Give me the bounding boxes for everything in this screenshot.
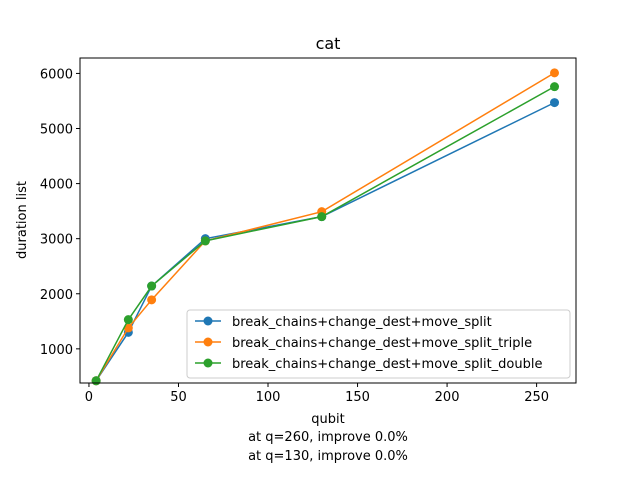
y-tick-label: 3000 [40, 233, 73, 248]
legend-marker [203, 358, 213, 368]
legend: break_chains+change_dest+move_splitbreak… [186, 309, 571, 379]
legend-item: break_chains+change_dest+move_split_trip… [195, 336, 532, 351]
legend-box [186, 309, 571, 379]
series-line [95, 72, 555, 382]
legend-item: break_chains+change_dest+move_split_doub… [195, 357, 543, 372]
data-point [317, 212, 327, 222]
data-point [550, 68, 560, 78]
y-tick-label: 1000 [40, 343, 73, 358]
series-line [95, 85, 555, 382]
data-point [550, 98, 560, 108]
data-point [147, 281, 157, 291]
legend-marker [203, 337, 213, 347]
x-tick-label: 250 [524, 390, 549, 405]
y-axis-ticks: 1000 2000 3000 4000 5000 6000 [40, 67, 80, 358]
x-axis-ticks: 0 50 100 150 200 250 [85, 383, 549, 405]
x-tick-label: 100 [256, 390, 281, 405]
y-tick-label: 5000 [40, 123, 73, 138]
legend-marker [203, 316, 213, 326]
y-tick-label: 4000 [40, 178, 73, 193]
series-line [95, 101, 555, 382]
x-tick-label: 150 [345, 390, 370, 405]
y-tick-label: 6000 [40, 67, 73, 82]
y-tick-label: 2000 [40, 288, 73, 303]
data-point [123, 323, 133, 333]
data-point [147, 295, 157, 305]
data-point [91, 376, 101, 386]
plot-frame [79, 57, 577, 384]
x-axis-label: qubit [311, 412, 344, 427]
data-point [200, 236, 210, 246]
x-tick-label: 50 [170, 390, 187, 405]
y-axis-label: duration list [15, 181, 30, 259]
legend-label: break_chains+change_dest+move_split_trip… [232, 336, 532, 351]
chart-title: cat [316, 34, 341, 53]
annotation-q130: at q=130, improve 0.0% [248, 449, 408, 464]
data-point [123, 315, 133, 325]
legend-item: break_chains+change_dest+move_split [195, 315, 492, 330]
data-point [550, 82, 560, 92]
legend-label: break_chains+change_dest+move_split_doub… [232, 357, 543, 372]
legend-label: break_chains+change_dest+move_split [232, 315, 492, 330]
annotation-q260: at q=260, improve 0.0% [248, 430, 408, 445]
x-tick-label: 200 [435, 390, 460, 405]
x-tick-label: 0 [85, 390, 93, 405]
